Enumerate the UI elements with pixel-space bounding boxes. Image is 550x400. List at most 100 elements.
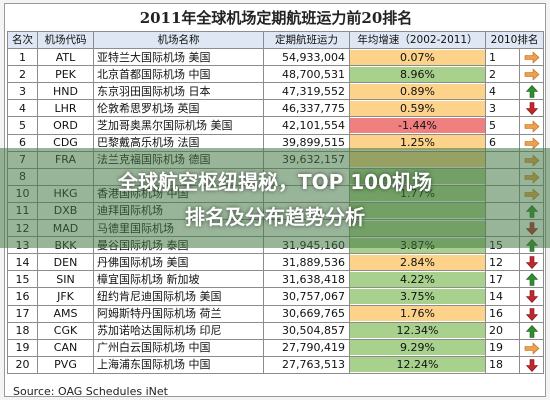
down-arrow-icon	[524, 307, 540, 321]
cell-code: DEN	[37, 253, 94, 272]
growth-value: 12.34%	[396, 324, 439, 338]
cell-rank: 17	[7, 304, 38, 323]
cell-code: SIN	[37, 270, 94, 289]
growth-value: 0.07%	[400, 50, 435, 64]
cell-name: 巴黎戴高乐机场 法国	[93, 133, 264, 152]
cell-growth: 1.76%	[349, 304, 486, 323]
cell-code: HND	[37, 82, 94, 101]
cell-code: CAN	[37, 338, 94, 357]
cell-code: PEK	[37, 65, 94, 84]
table-row: 20 PVG 上海浦东国际机场 中国 27,763,513 12.24% 18	[7, 355, 545, 374]
cell-rank2010: 16	[485, 304, 520, 323]
cell-growth: 9.29%	[349, 338, 486, 357]
growth-value: 8.96%	[400, 67, 435, 81]
source-note: Source: OAG Schedules iNet	[13, 385, 168, 398]
header-rank: 名次	[7, 30, 38, 50]
cell-rank2010: 3	[485, 99, 520, 118]
cell-trend	[518, 287, 545, 306]
down-arrow-icon	[524, 256, 540, 270]
cell-name: 樟宜国际机场 新加坡	[93, 270, 264, 289]
right-arrow-icon	[524, 341, 540, 355]
up-arrow-icon	[524, 324, 540, 338]
banner-title-line2: 排名及分布趋势分析	[185, 205, 365, 229]
cell-growth: -1.44%	[349, 116, 486, 135]
cell-rank: 14	[7, 253, 38, 272]
header-rank2010: 2010排名	[484, 30, 545, 50]
cell-name: 伦敦希思罗机场 英国	[93, 99, 264, 118]
growth-value: -1.44%	[398, 119, 437, 133]
table-row: 1 ATL 亚特兰大国际机场 美国 54,933,004 0.07% 1	[7, 48, 545, 67]
header-code: 机场代码	[37, 30, 94, 50]
header-name: 机场名称	[93, 30, 264, 50]
cell-growth: 0.59%	[349, 99, 486, 118]
right-arrow-icon	[524, 68, 540, 81]
cell-capacity: 47,319,552	[263, 82, 350, 101]
cell-trend	[518, 48, 545, 67]
cell-rank: 19	[7, 338, 38, 357]
cell-name: 苏加诺哈达国际机场 印尼	[93, 321, 264, 340]
table-row: 14 DEN 丹佛国际机场 美国 31,889,536 2.84% 12	[7, 253, 545, 272]
down-arrow-icon	[524, 290, 540, 304]
cell-code: AMS	[37, 304, 94, 323]
cell-name: 上海浦东国际机场 中国	[93, 355, 264, 374]
cell-trend	[518, 321, 545, 340]
cell-trend	[518, 355, 545, 374]
growth-value: 1.76%	[400, 307, 435, 321]
growth-value: 1.25%	[400, 136, 435, 150]
table-title: 2011年全球机场定期航班运力前20排名	[139, 9, 413, 27]
cell-trend	[518, 82, 545, 101]
cell-rank2010: 5	[485, 116, 520, 135]
cell-rank: 20	[7, 355, 38, 374]
header-growth: 年均增速（2002-2011）	[349, 30, 486, 50]
cell-code: ATL	[37, 48, 94, 67]
cell-growth: 12.34%	[349, 321, 486, 340]
cell-trend	[518, 338, 545, 357]
cell-capacity: 39,899,515	[263, 133, 350, 152]
cell-trend	[518, 304, 545, 323]
banner-title-line1: 全球航空枢纽揭秘，TOP 100机场	[117, 170, 432, 194]
cell-trend	[518, 133, 545, 152]
cell-trend	[518, 99, 545, 118]
growth-value: 4.22%	[400, 272, 435, 286]
cell-code: ORD	[37, 116, 94, 135]
cell-code: PVG	[37, 355, 94, 374]
cell-trend	[518, 253, 545, 272]
cell-trend	[518, 116, 545, 135]
cell-capacity: 30,757,067	[263, 287, 350, 306]
table-row: 16 JFK 纽约肯尼迪国际机场 美国 30,757,067 3.75% 14	[7, 287, 545, 306]
cell-name: 纽约肯尼迪国际机场 美国	[93, 287, 264, 306]
cell-name: 丹佛国际机场 美国	[93, 253, 264, 272]
growth-value: 0.59%	[400, 101, 435, 115]
growth-value: 3.75%	[400, 289, 435, 303]
cell-growth: 0.07%	[349, 48, 486, 67]
cell-rank: 16	[7, 287, 38, 306]
cell-rank2010: 4	[485, 82, 520, 101]
table-row: 5 ORD 芝加哥奥黑尔国际机场 美国 42,101,554 -1.44% 5	[7, 116, 545, 135]
cell-growth: 2.84%	[349, 253, 486, 272]
table-row: 4 LHR 伦敦希思罗机场 英国 46,337,775 0.59% 3	[7, 99, 545, 118]
overlay-banner	[0, 148, 550, 248]
down-arrow-icon	[524, 102, 540, 116]
cell-capacity: 42,101,554	[263, 116, 350, 135]
cell-growth: 4.22%	[349, 270, 486, 289]
table-row: 17 AMS 阿姆斯特丹国际机场 荷兰 30,669,765 1.76% 16	[7, 304, 545, 323]
cell-capacity: 27,790,419	[263, 338, 350, 357]
cell-code: CGK	[37, 321, 94, 340]
cell-rank: 2	[7, 65, 38, 84]
cell-growth: 0.89%	[349, 82, 486, 101]
cell-capacity: 30,669,765	[263, 304, 350, 323]
up-arrow-icon	[524, 85, 540, 99]
cell-capacity: 31,889,536	[263, 253, 350, 272]
cell-rank2010: 2	[485, 65, 520, 84]
growth-value: 0.89%	[400, 84, 435, 98]
down-arrow-icon	[524, 358, 540, 372]
cell-rank2010: 12	[485, 253, 520, 272]
cell-trend	[518, 65, 545, 84]
growth-value: 2.84%	[400, 255, 435, 269]
cell-growth: 12.24%	[349, 355, 486, 374]
table-row: 2 PEK 北京首都国际机场 中国 48,700,531 8.96% 2	[7, 65, 545, 84]
cell-name: 北京首都国际机场 中国	[93, 65, 264, 84]
cell-rank2010: 14	[485, 287, 520, 306]
cell-name: 阿姆斯特丹国际机场 荷兰	[93, 304, 264, 323]
right-arrow-icon	[524, 51, 540, 64]
